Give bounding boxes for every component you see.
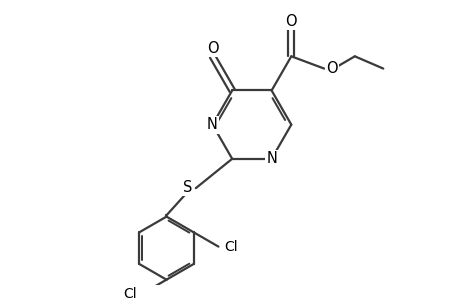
Text: O: O [325, 61, 337, 76]
Text: S: S [183, 180, 192, 195]
Text: O: O [285, 14, 297, 29]
Text: Cl: Cl [123, 287, 136, 300]
Text: N: N [207, 117, 218, 132]
Text: O: O [206, 41, 218, 56]
Text: Cl: Cl [224, 240, 237, 254]
Text: N: N [266, 151, 276, 166]
